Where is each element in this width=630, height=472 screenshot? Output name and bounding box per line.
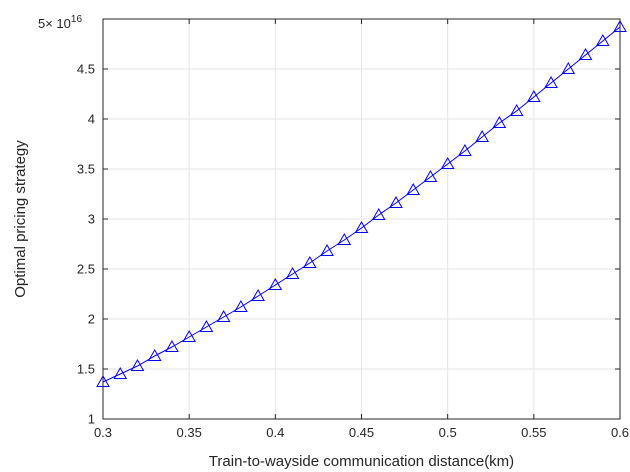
x-tick-label: 0.5 [439,425,457,440]
data-point-marker [458,143,472,156]
series-line [102,26,621,383]
data-point-marker [182,329,197,342]
data-point-marker [406,182,421,195]
data-point-marker [440,156,455,169]
data-point-marker [216,309,231,322]
y-axis-label: Optimal pricing strategy [12,140,29,298]
data-point-marker [130,358,145,371]
x-tick-label: 0.55 [521,425,546,440]
data-point-marker [113,366,128,379]
data-point-marker [320,243,334,256]
x-tick-label: 0.6 [611,425,629,440]
data-point-marker [268,277,283,290]
y-multiplier: 5× 1016 [38,14,82,31]
data-point-marker [285,266,300,279]
y-tick-label: 2 [88,312,95,327]
grid [102,18,621,420]
y-tick-label: 3.5 [77,162,95,177]
y-tick-label: 1.5 [77,362,95,377]
data-point-marker [526,89,541,102]
data-point-marker [561,61,576,74]
y-tick-label: 1 [88,412,95,427]
data-point-marker [234,299,248,312]
data-point-marker [595,33,610,46]
y-tick-label: 2.5 [77,262,95,277]
data-point-marker [199,319,214,332]
y-tick-label: 4.5 [77,62,95,77]
data-point-marker [544,75,558,88]
plot-frame [102,18,621,420]
series-marker-layer [96,19,627,387]
data-point-marker [302,255,317,268]
y-tick-label: 4 [88,112,95,127]
data-point-marker [337,232,352,245]
data-point-marker [423,169,438,182]
y-multiplier-exponent: 16 [71,14,83,25]
data-point-marker [147,348,162,361]
y-tick-label: 3 [88,212,95,227]
data-point-marker [578,47,593,60]
data-point-marker [509,103,524,116]
x-tick-label: 0.3 [94,425,112,440]
x-tick-labels: 0.3 0.35 0.4 0.45 0.5 0.55 0.6 [94,425,629,440]
data-point-marker [251,288,265,301]
data-point-marker [389,195,403,208]
x-axis-label: Train-to-wayside communication distance(… [209,453,514,470]
data-point-marker [371,207,386,220]
series-line-layer [102,26,621,383]
x-tick-label: 0.4 [266,425,284,440]
data-point-marker [475,129,489,142]
data-point-marker [354,220,369,233]
data-point-marker [492,115,507,128]
y-tick-labels: 1 1.5 2 2.5 3 3.5 4 4.5 [77,62,95,427]
data-point-marker [165,339,179,352]
y-multiplier-base: 5× 10 [38,16,71,31]
x-tick-label: 0.45 [349,425,374,440]
x-tick-label: 0.35 [177,425,202,440]
